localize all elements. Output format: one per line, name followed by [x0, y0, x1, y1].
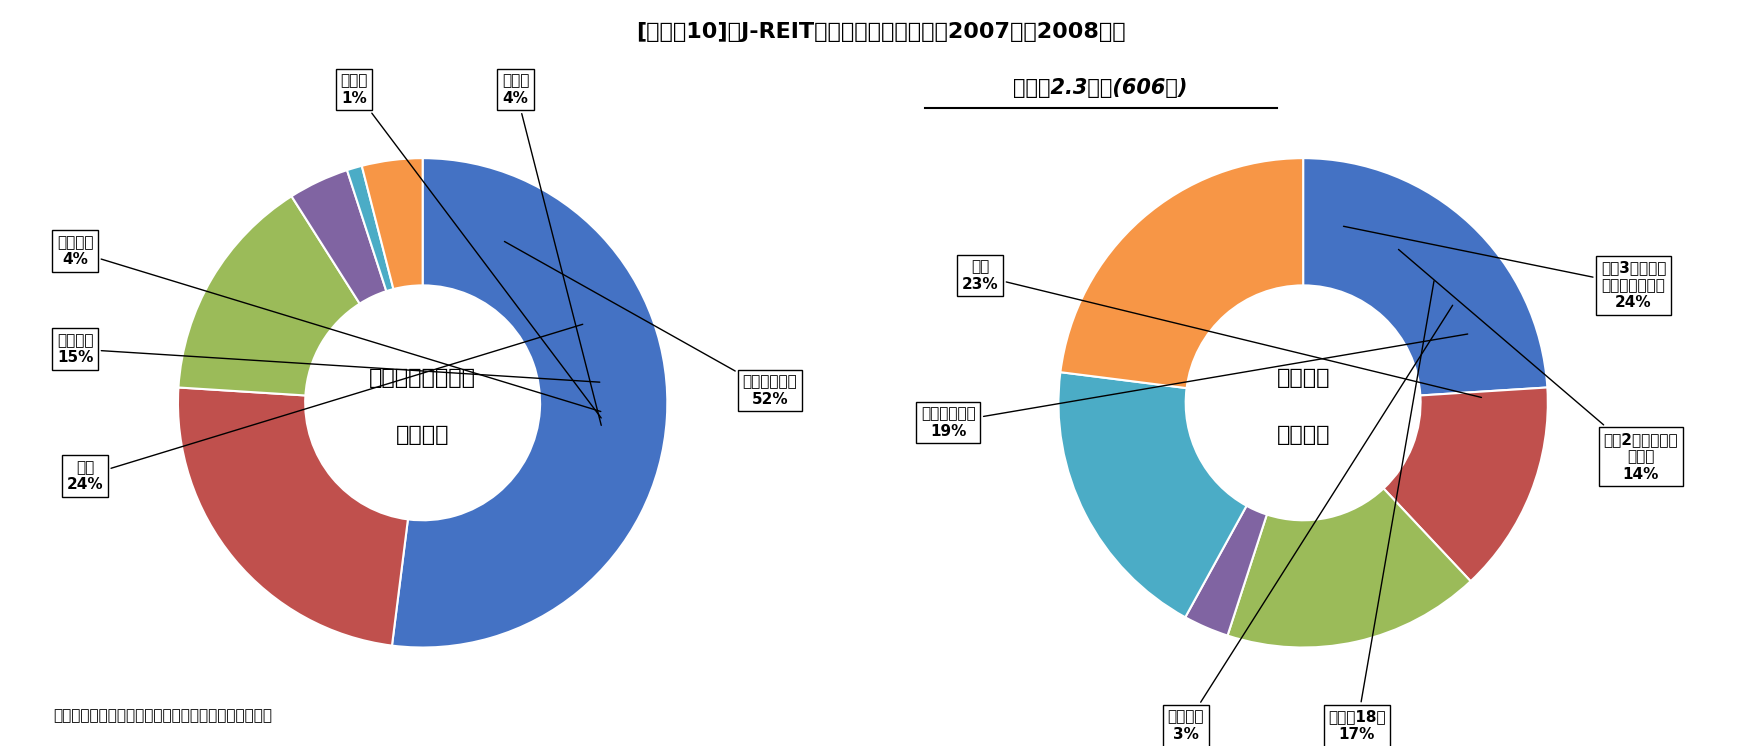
Text: 東京都下
3%: 東京都下 3% — [1168, 305, 1453, 742]
Text: （出所）開示資料をもとにニッセイ基礎研究所が作成: （出所）開示資料をもとにニッセイ基礎研究所が作成 — [53, 709, 271, 724]
Text: アセットタイプ別: アセットタイプ別 — [370, 369, 475, 389]
Text: 物流施設
4%: 物流施設 4% — [56, 235, 601, 412]
Wedge shape — [347, 166, 393, 291]
Text: ホテル
1%: ホテル 1% — [340, 73, 601, 418]
Text: 都心3区（千代
田・港・中央）
24%: 都心3区（千代 田・港・中央） 24% — [1344, 226, 1666, 310]
Wedge shape — [1227, 489, 1470, 648]
Text: 取得額2.3兆円(606棟): 取得額2.3兆円(606棟) — [1013, 78, 1189, 98]
Wedge shape — [361, 158, 423, 289]
Wedge shape — [393, 158, 667, 648]
Text: オフィスビル
52%: オフィスビル 52% — [504, 242, 798, 407]
Wedge shape — [1060, 158, 1303, 388]
Text: 投資比率: 投資比率 — [396, 424, 449, 445]
Text: 投資比率: 投資比率 — [1277, 424, 1330, 445]
Wedge shape — [178, 196, 359, 395]
Text: [図表－10]：J-REITによる新規取得物件（2007年～2008年）: [図表－10]：J-REITによる新規取得物件（2007年～2008年） — [636, 22, 1125, 43]
Text: その他
4%: その他 4% — [502, 73, 601, 425]
Wedge shape — [1185, 506, 1266, 636]
Wedge shape — [178, 387, 409, 645]
Wedge shape — [1384, 387, 1548, 581]
Text: その他18区
17%: その他18区 17% — [1328, 281, 1433, 742]
Text: 地方
23%: 地方 23% — [962, 260, 1481, 398]
Text: 都心2区（新宿・
渋谷）
14%: 都心2区（新宿・ 渋谷） 14% — [1398, 249, 1678, 482]
Wedge shape — [292, 170, 386, 304]
Wedge shape — [1058, 372, 1247, 617]
Text: 住宅
24%: 住宅 24% — [67, 325, 583, 492]
Text: エリア別: エリア別 — [1277, 369, 1330, 389]
Text: その他首都圏
19%: その他首都圏 19% — [921, 334, 1467, 439]
Wedge shape — [1303, 158, 1548, 395]
Text: 商業施設
15%: 商業施設 15% — [56, 333, 601, 382]
